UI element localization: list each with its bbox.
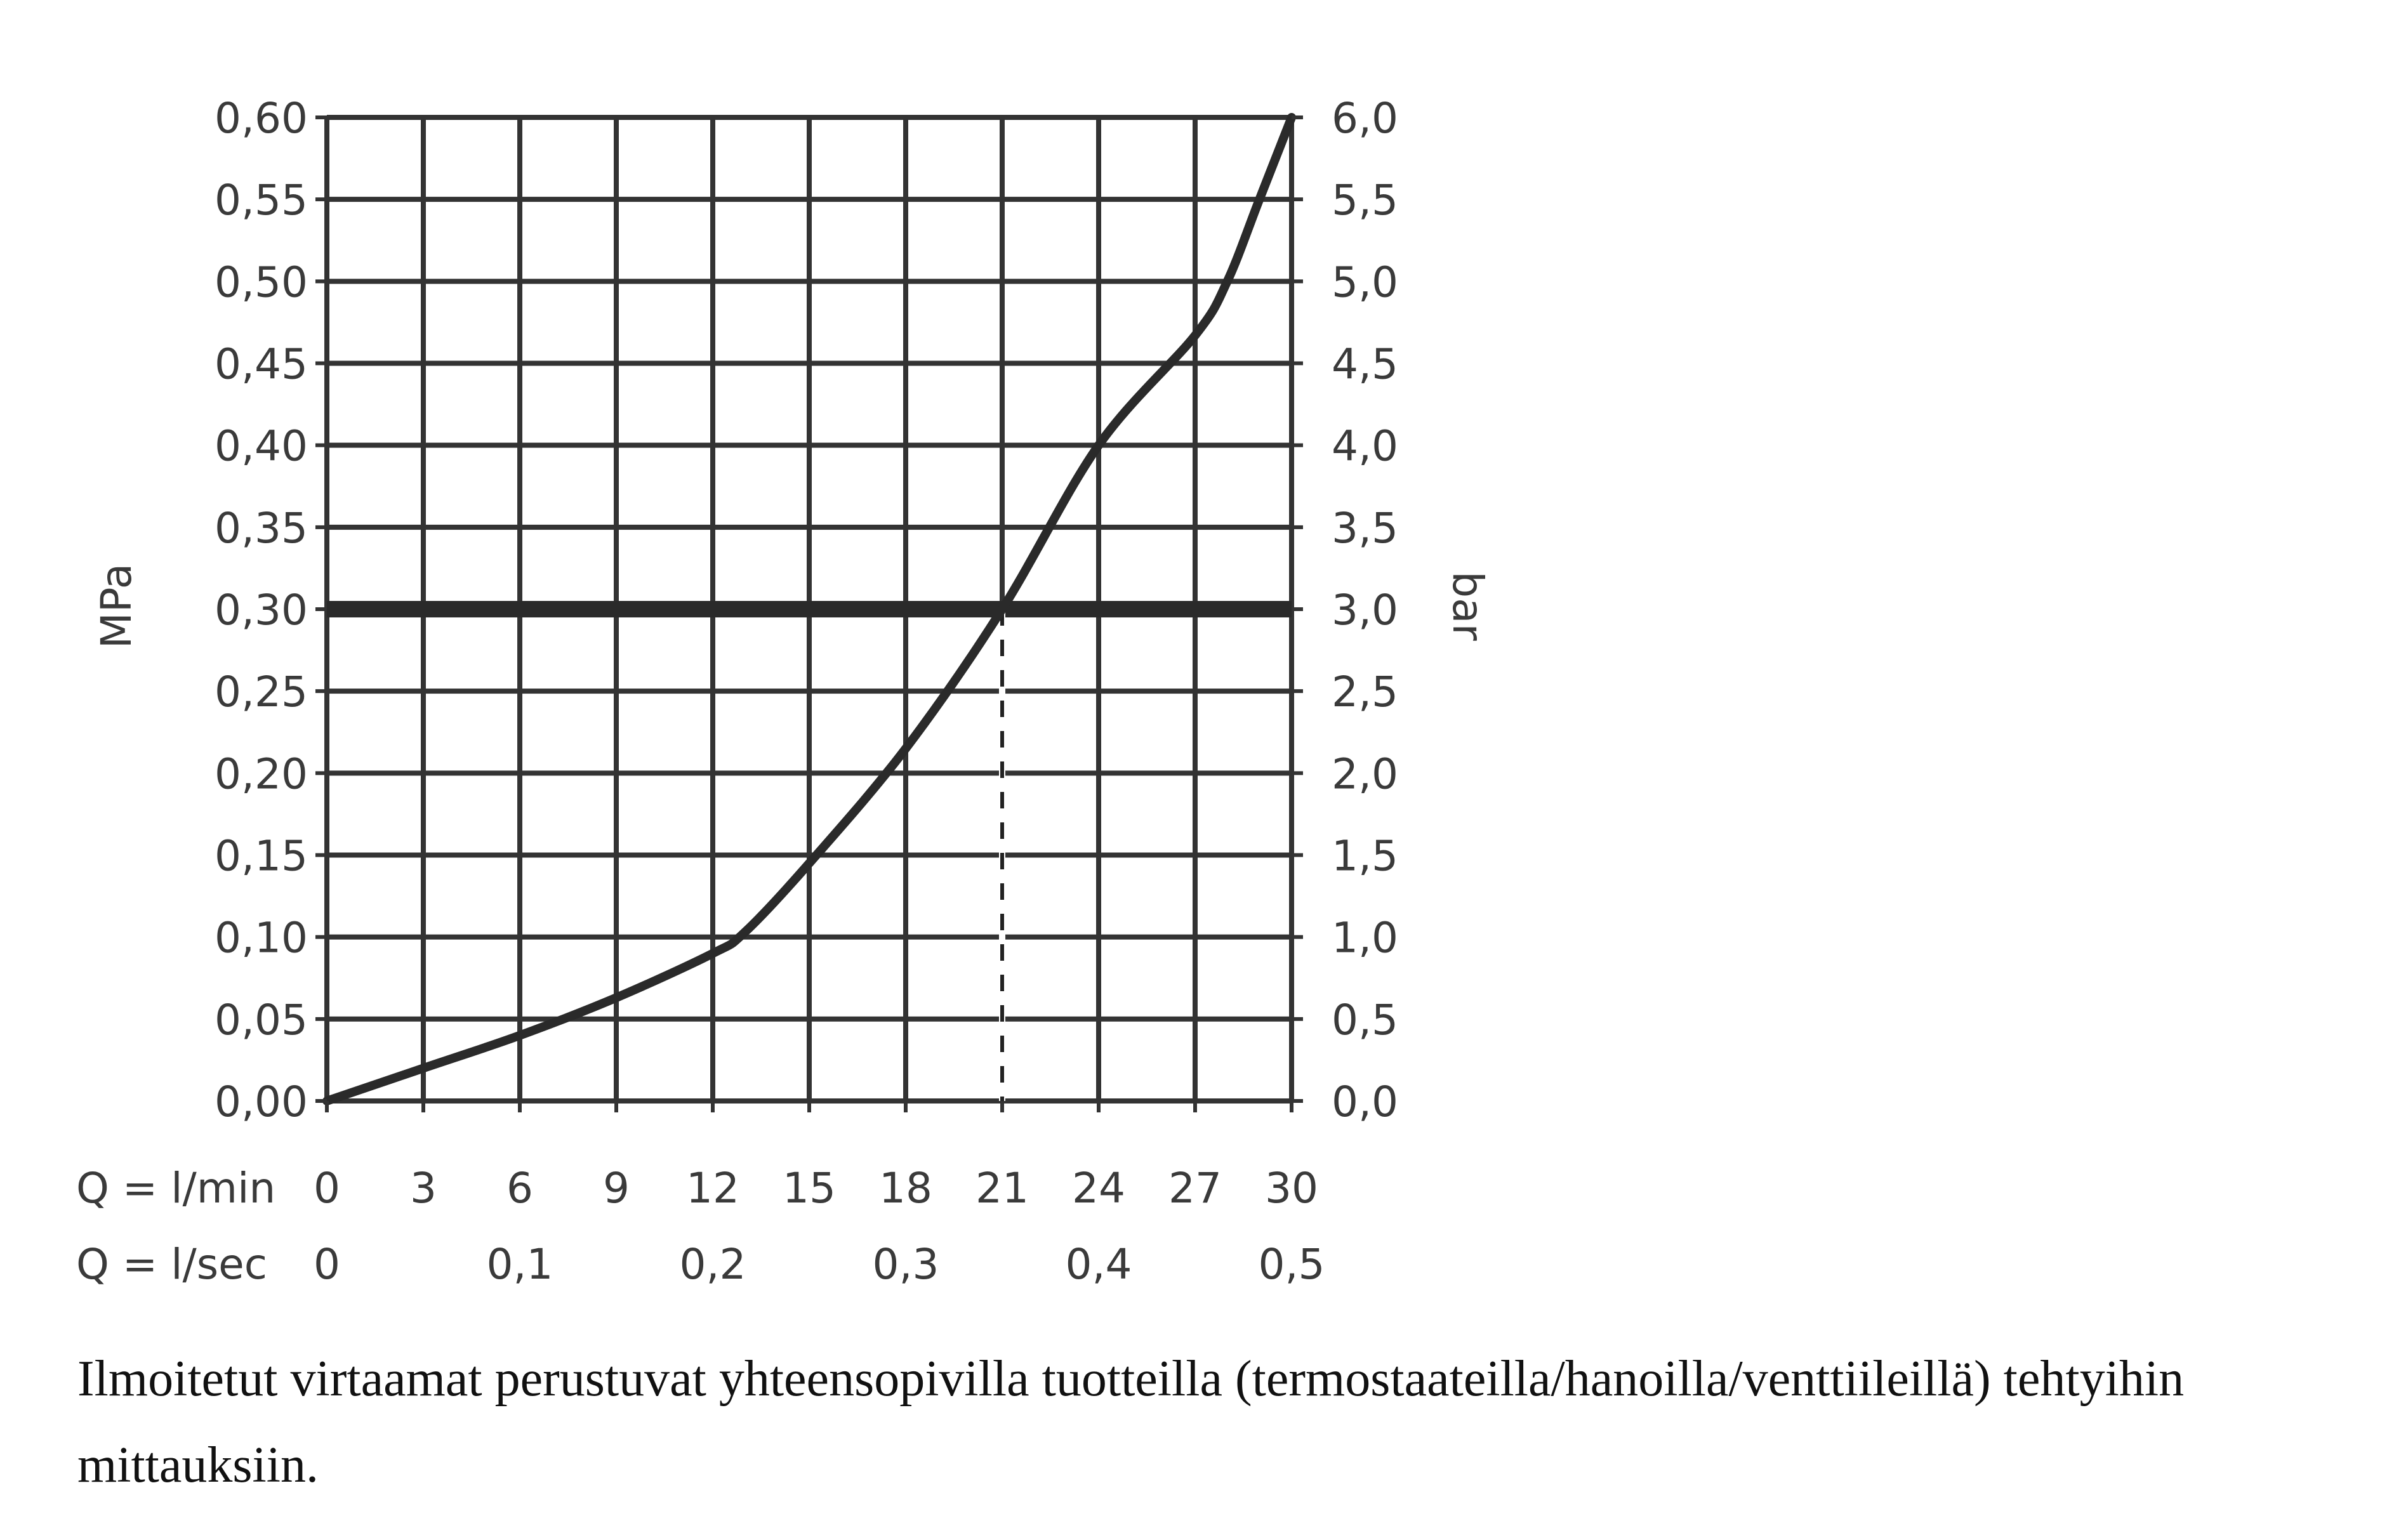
y-left-tick-label: 0,30 (215, 586, 308, 635)
x-row2-tick-label: 0,3 (873, 1240, 939, 1289)
y-left-tick-label: 0,15 (215, 832, 308, 881)
y-right-tick-label: 1,5 (1332, 832, 1398, 881)
y-left-tick-label: 0,60 (215, 94, 308, 143)
x-row1-tick-label: 21 (976, 1164, 1029, 1213)
x-row2-tick-label: 0 (314, 1240, 340, 1289)
y-left-tick-label: 0,10 (215, 914, 308, 963)
caption-text: Ilmoitetut virtaamat perustuvat yhteenso… (77, 1351, 2185, 1493)
x-row2-tick-label: 0,2 (680, 1240, 746, 1289)
y-right-tick-label: 5,5 (1332, 176, 1398, 225)
x-row2-tick-label: 0,4 (1066, 1240, 1132, 1289)
y-left-axis-title: MPa (92, 563, 141, 649)
axis-ticks-group (315, 115, 1303, 1112)
x-row1-label: Q = l/min (76, 1164, 275, 1213)
y-right-tick-label: 2,5 (1332, 668, 1398, 716)
x-row1-tick-label: 12 (686, 1164, 739, 1213)
y-right-tick-label: 2,0 (1332, 749, 1398, 798)
flow-pressure-chart: 0,00 0,00,05 0,50,10 1,00,15 1,50,20 2,00,25 2… (76, 94, 1492, 1289)
y-right-tick-label: 6,0 (1332, 94, 1398, 143)
x-row2-tick-label: 0,1 (487, 1240, 553, 1289)
y-right-tick-label: 1,0 (1332, 914, 1398, 963)
y-right-tick-label: 5,0 (1332, 258, 1398, 306)
x-row2-label: Q = l/sec (76, 1240, 267, 1289)
x-row1-tick-label: 27 (1168, 1164, 1222, 1213)
x-row1-tick-label: 15 (783, 1164, 836, 1213)
y-right-tick-label: 3,0 (1332, 586, 1398, 635)
series-line (322, 113, 1296, 1105)
y-left-tick-label: 0,45 (215, 340, 308, 389)
x-row1-tick-label: 3 (410, 1164, 437, 1213)
y-left-tick-label: 0,50 (215, 258, 308, 306)
y-left-tick-label: 0,05 (215, 996, 308, 1044)
y-left-tick-label: 0,25 (215, 668, 308, 716)
y-left-tick-label: 0,20 (215, 749, 308, 798)
y-left-tick-label: 0,00 (215, 1077, 308, 1126)
y-right-tick-label: 4,5 (1332, 340, 1398, 389)
y-right-tick-label: 4,0 (1332, 422, 1398, 471)
y-right-axis-title: bar (1443, 571, 1492, 641)
x-row2-tick-label: 0,5 (1259, 1240, 1325, 1289)
reference-line-group (327, 601, 1292, 1101)
x-row1-tick-label: 30 (1265, 1164, 1318, 1213)
x-row1-tick-label: 18 (879, 1164, 932, 1213)
x-row1-tick-label: 6 (506, 1164, 533, 1213)
x-row1-tick-label: 24 (1072, 1164, 1125, 1213)
x-row1-tick-label: 0 (314, 1164, 340, 1213)
x-row1-tick-label: 9 (603, 1164, 630, 1213)
y-right-tick-label: 0,0 (1332, 1077, 1398, 1126)
y-right-tick-label: 0,5 (1332, 996, 1398, 1044)
tick-labels-group: 0,00 0,00,05 0,50,10 1,00,15 1,50,20 2,00,25 2… (215, 94, 1398, 1289)
y-left-tick-label: 0,40 (215, 422, 308, 471)
series-curve-group (322, 113, 1296, 1105)
y-right-tick-label: 3,5 (1332, 504, 1398, 553)
y-left-tick-label: 0,35 (215, 504, 308, 553)
y-left-tick-label: 0,55 (215, 176, 308, 225)
